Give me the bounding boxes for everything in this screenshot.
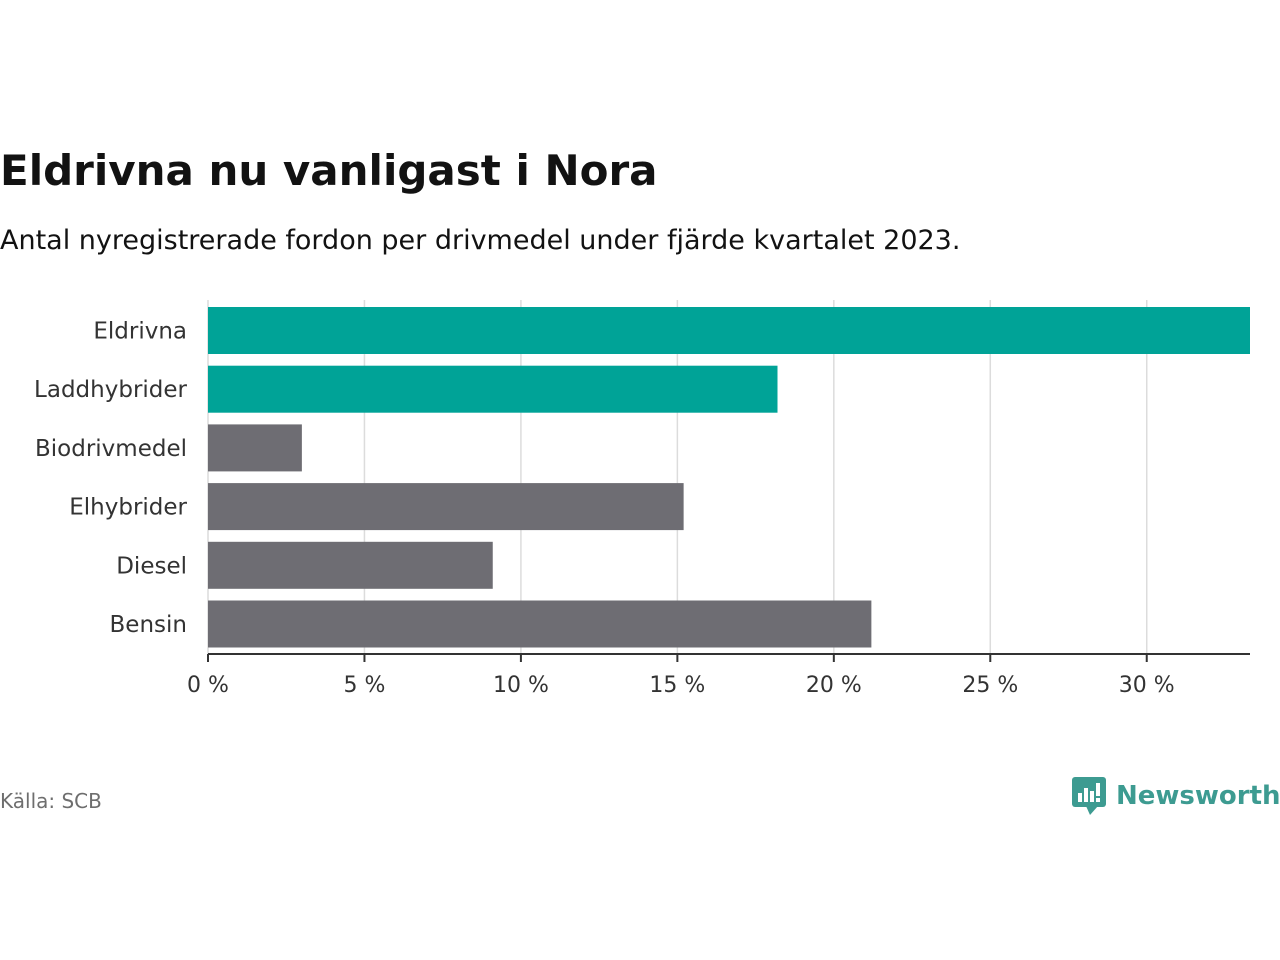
- source-note: Källa: SCB: [0, 789, 102, 813]
- x-tick-label-15: 15 %: [649, 673, 705, 698]
- x-tick-label-0: 0 %: [187, 673, 229, 698]
- x-tick-label-25: 25 %: [962, 673, 1018, 698]
- bar-laddhybrider: [208, 365, 778, 413]
- category-label-elhybrider: Elhybrider: [69, 495, 187, 521]
- bar-eldrivna: [208, 307, 1250, 354]
- bar-biodrivmedel: [208, 424, 302, 472]
- category-labels: Eldrivna Laddhybrider Biodrivmedel Elhybrid…: [34, 319, 187, 639]
- chart-title: Eldrivna nu vanligast i Nora: [0, 146, 658, 195]
- chart-subtitle: Antal nyregistrerade fordon per drivmede…: [0, 225, 961, 256]
- bar-elhybrider: [208, 483, 684, 531]
- x-tick-label-20: 20 %: [806, 673, 862, 698]
- gridlines: [207, 300, 1148, 654]
- bar-bensin: [208, 600, 872, 648]
- category-label-diesel: Diesel: [116, 553, 187, 579]
- category-label-biodrivmedel: Biodrivmedel: [35, 436, 187, 462]
- x-tick-label-10: 10 %: [493, 673, 549, 698]
- category-label-eldrivna: Eldrivna: [93, 319, 187, 345]
- brand-name: Newsworthy: [1116, 781, 1280, 811]
- bars: [208, 307, 1250, 648]
- category-label-bensin: Bensin: [110, 612, 187, 638]
- bar-diesel: [208, 541, 493, 589]
- x-tick-label-30: 30 %: [1119, 673, 1175, 698]
- brand-logo: Newsworthy: [1072, 774, 1280, 818]
- x-axis: 0 % 5 % 10 % 15 % 20 % 25 % 30 %: [187, 653, 1250, 698]
- category-label-laddhybrider: Laddhybrider: [34, 377, 187, 403]
- newsworthy-logo-icon: [1072, 777, 1106, 815]
- x-tick-label-5: 5 %: [344, 673, 386, 698]
